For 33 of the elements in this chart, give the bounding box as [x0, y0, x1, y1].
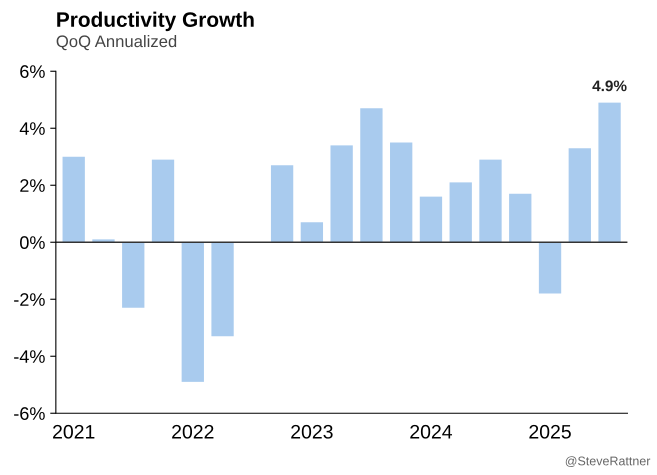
y-tick-label: -4%: [14, 350, 45, 363]
bar: [568, 148, 591, 242]
x-tick-label: 2021: [53, 424, 94, 439]
y-tick-label: 2%: [20, 179, 45, 192]
bar: [300, 222, 324, 242]
bar: [598, 102, 621, 242]
y-tick-label: 6%: [20, 65, 45, 78]
bar: [420, 196, 442, 242]
x-tick-label: 2022: [172, 424, 214, 439]
bar: [450, 182, 472, 242]
chart-title: Productivity Growth: [57, 12, 254, 32]
bar: [270, 165, 294, 242]
bar: [211, 242, 234, 336]
bar: [390, 142, 412, 242]
x-tick-label: 2024: [410, 424, 452, 439]
chart-subtitle: QoQ Annualized: [56, 34, 176, 50]
bar: [122, 242, 144, 308]
x-tick-label: 2025: [529, 424, 571, 439]
bar: [152, 160, 174, 242]
y-tick-label: -6%: [14, 407, 45, 420]
bar: [479, 160, 502, 242]
bar: [330, 145, 353, 242]
data-label: 4.9%: [592, 80, 627, 92]
y-tick-label: -2%: [14, 293, 45, 306]
y-tick-label: 4%: [20, 122, 45, 135]
bar: [182, 242, 204, 382]
x-tick-label: 2023: [291, 424, 333, 439]
text: @SteveRattner: [566, 456, 650, 468]
y-tick-label: 0%: [20, 236, 45, 249]
bar: [509, 194, 532, 242]
bar: [360, 108, 383, 242]
bar: [62, 156, 85, 242]
bar: [538, 242, 562, 294]
